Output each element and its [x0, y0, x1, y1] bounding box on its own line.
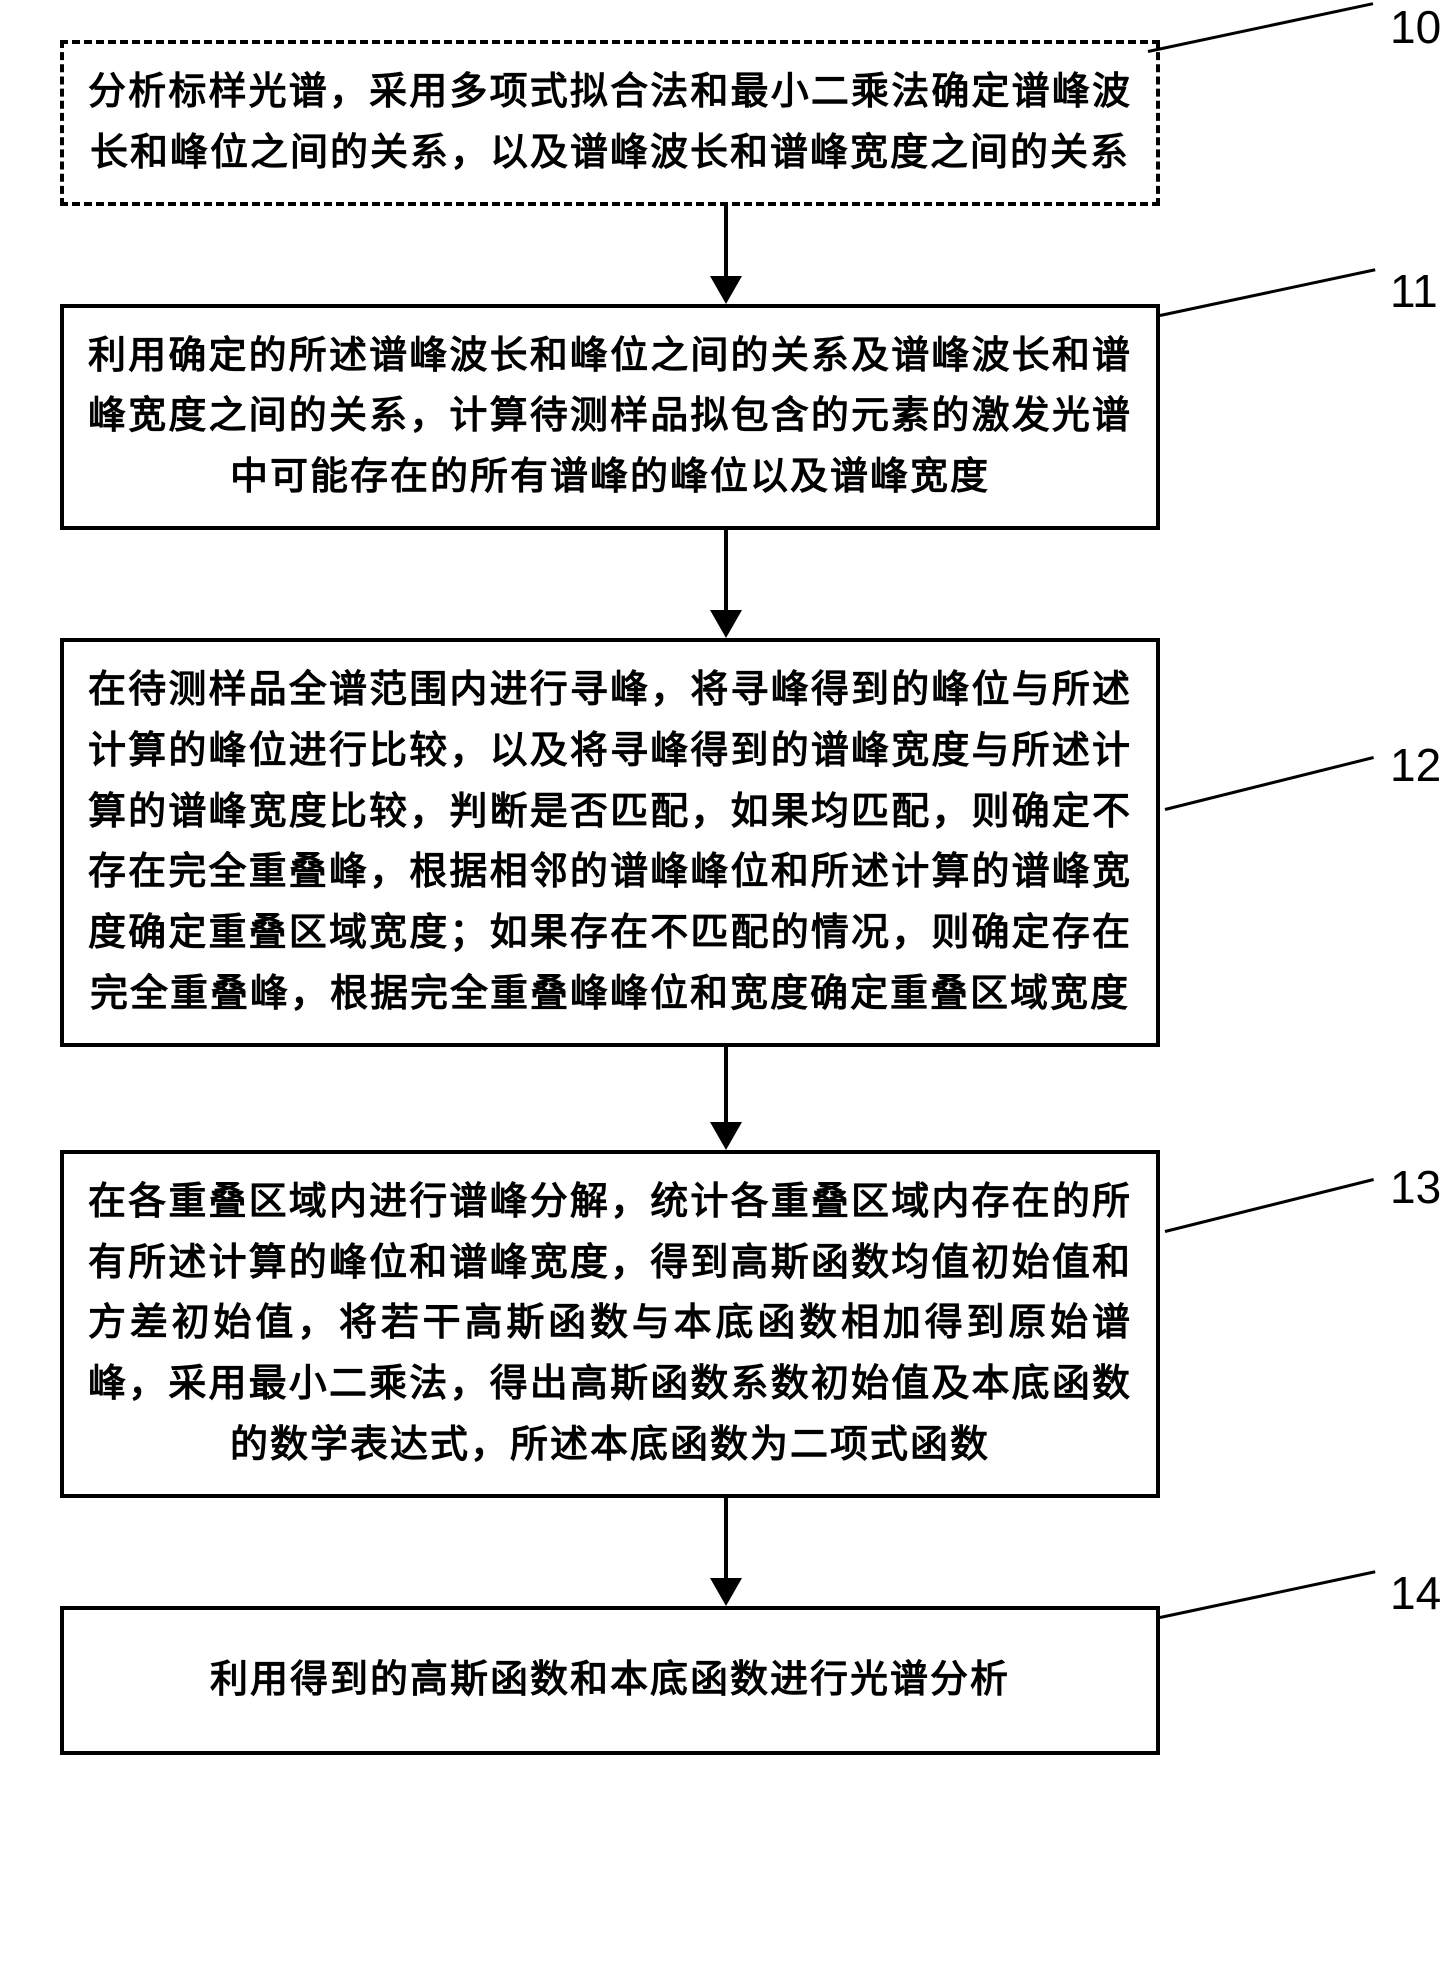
step-box: 在待测样品全谱范围内进行寻峰，将寻峰得到的峰位与所述计算的峰位进行比较，以及将寻… [60, 638, 1160, 1047]
arrow-line [724, 1047, 728, 1122]
step-label: 13 [1390, 1160, 1441, 1214]
step-box: 分析标样光谱，采用多项式拟合法和最小二乘法确定谱峰波长和峰位之间的关系，以及谱峰… [60, 40, 1160, 206]
label-connector-line [1165, 756, 1374, 811]
flowchart-container: 分析标样光谱，采用多项式拟合法和最小二乘法确定谱峰波长和峰位之间的关系，以及谱峰… [60, 40, 1391, 1755]
flowchart-step-12: 在待测样品全谱范围内进行寻峰，将寻峰得到的峰位与所述计算的峰位进行比较，以及将寻… [60, 638, 1391, 1047]
step-label: 10 [1390, 0, 1441, 54]
step-box: 利用确定的所述谱峰波长和峰位之间的关系及谱峰波长和谱峰宽度之间的关系，计算待测样… [60, 304, 1160, 530]
flow-arrow [710, 530, 742, 638]
flowchart-step-10: 分析标样光谱，采用多项式拟合法和最小二乘法确定谱峰波长和峰位之间的关系，以及谱峰… [60, 40, 1391, 206]
arrow-line [724, 206, 728, 276]
label-connector-line [1160, 1570, 1376, 1619]
label-connector-line [1165, 1178, 1374, 1233]
flow-arrow [710, 206, 742, 304]
step-box: 利用得到的高斯函数和本底函数进行光谱分析 [60, 1606, 1160, 1755]
step-text: 利用得到的高斯函数和本底函数进行光谱分析 [210, 1659, 1010, 1701]
arrow-head-icon [710, 1122, 742, 1150]
arrow-head-icon [710, 610, 742, 638]
flowchart-step-11: 利用确定的所述谱峰波长和峰位之间的关系及谱峰波长和谱峰宽度之间的关系，计算待测样… [60, 304, 1391, 530]
flow-arrow [710, 1498, 742, 1606]
step-text: 在各重叠区域内进行谱峰分解，统计各重叠区域内存在的所有所述计算的峰位和谱峰宽度，… [88, 1181, 1132, 1466]
step-text: 在待测样品全谱范围内进行寻峰，将寻峰得到的峰位与所述计算的峰位进行比较，以及将寻… [88, 669, 1132, 1015]
step-text: 分析标样光谱，采用多项式拟合法和最小二乘法确定谱峰波长和峰位之间的关系，以及谱峰… [88, 71, 1132, 174]
step-label: 12 [1390, 738, 1441, 792]
step-label: 14 [1390, 1566, 1441, 1620]
step-label: 11 [1390, 264, 1438, 318]
arrow-head-icon [710, 1578, 742, 1606]
flowchart-step-13: 在各重叠区域内进行谱峰分解，统计各重叠区域内存在的所有所述计算的峰位和谱峰宽度，… [60, 1150, 1391, 1498]
arrow-line [724, 530, 728, 610]
label-connector-line [1148, 2, 1374, 53]
label-connector-line [1160, 268, 1376, 317]
arrow-line [724, 1498, 728, 1578]
arrow-head-icon [710, 276, 742, 304]
flowchart-step-14: 利用得到的高斯函数和本底函数进行光谱分析 14 [60, 1606, 1391, 1755]
flow-arrow [710, 1047, 742, 1150]
step-box: 在各重叠区域内进行谱峰分解，统计各重叠区域内存在的所有所述计算的峰位和谱峰宽度，… [60, 1150, 1160, 1498]
step-text: 利用确定的所述谱峰波长和峰位之间的关系及谱峰波长和谱峰宽度之间的关系，计算待测样… [88, 335, 1132, 499]
